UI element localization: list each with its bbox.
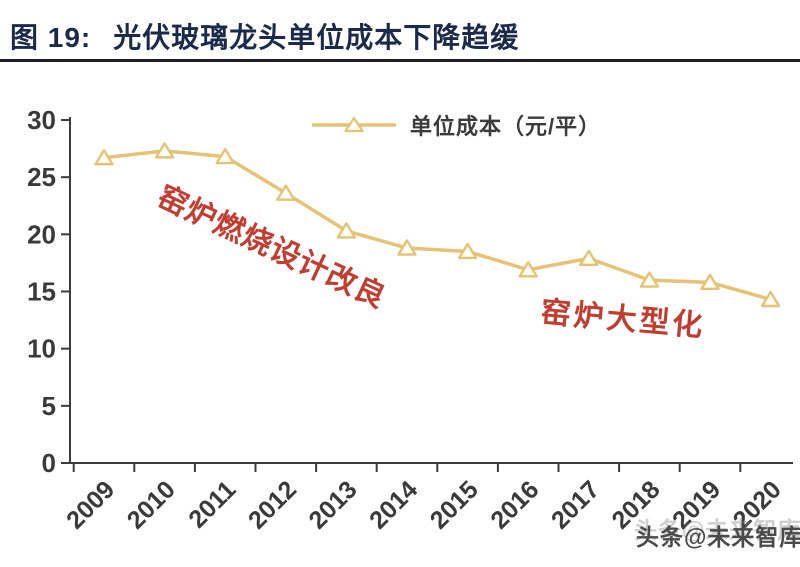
figure-title: 光伏玻璃龙头单位成本下降趋缓 <box>113 22 520 53</box>
y-tick-label: 30 <box>27 105 56 135</box>
data-point-marker <box>700 273 720 291</box>
y-tick-label: 20 <box>27 219 56 249</box>
unit-cost-line-chart: 0 5 10 15 20 25 30 2009 2010 2011 2012 2013 2014 2015… <box>27 105 793 535</box>
data-point-marker <box>336 222 357 239</box>
data-point-marker <box>215 147 235 165</box>
data-point-marker <box>457 242 478 260</box>
y-tick-label: 5 <box>42 391 56 421</box>
data-point-marker <box>518 261 538 278</box>
figure-header: 图 19: 光伏玻璃龙头单位成本下降趋缓 <box>10 16 519 56</box>
data-point-marker <box>397 239 417 256</box>
x-category-label: 2011 <box>183 475 241 533</box>
x-category-label: 2013 <box>304 475 363 534</box>
figure-number-label: 图 19: <box>10 22 92 53</box>
x-category-label: 2015 <box>425 475 484 534</box>
y-tick-label: 10 <box>27 334 56 364</box>
data-point-marker <box>579 249 599 267</box>
data-point-marker <box>154 142 175 159</box>
legend-line-marker-icon <box>312 116 396 133</box>
y-tick-label: 15 <box>27 277 56 307</box>
x-category-label: 2016 <box>485 475 544 534</box>
y-tick-label: 25 <box>27 162 56 192</box>
legend-series-label: 单位成本（元/平） <box>410 114 602 139</box>
chart-legend: 单位成本（元/平） <box>312 109 601 141</box>
title-divider <box>0 59 800 62</box>
x-category-label: 2010 <box>122 475 181 534</box>
x-category-label: 2012 <box>243 475 302 534</box>
cost-series-line <box>102 149 773 302</box>
x-category-label: 2017 <box>546 475 605 534</box>
chart-area: 0 5 10 15 20 25 30 2009 2010 2011 2012 2013 2014 2015… <box>0 87 800 567</box>
x-category-label: 2009 <box>61 475 120 534</box>
data-point-marker <box>639 271 660 288</box>
data-point-marker <box>760 290 781 308</box>
y-tick-label: 0 <box>42 448 56 478</box>
x-category-label: 2014 <box>364 475 423 534</box>
watermark-text: 头条@未来智库 <box>636 524 800 550</box>
data-point-marker <box>276 184 296 201</box>
data-point-marker <box>94 149 114 166</box>
